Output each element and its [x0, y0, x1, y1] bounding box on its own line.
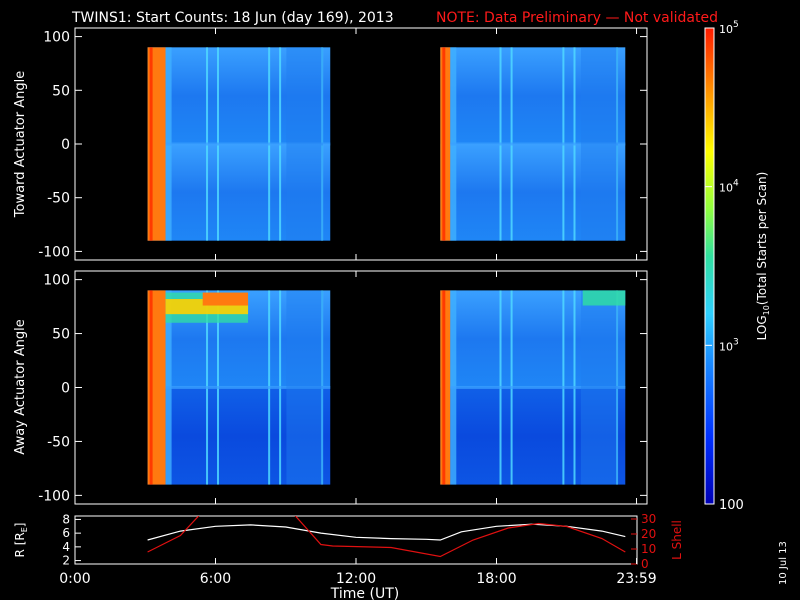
x-tick-label: 0:00: [59, 571, 90, 587]
colorbar: [704, 27, 715, 505]
colorbar-tick-label: 103: [719, 337, 739, 353]
orbit-right-tick-label: 30: [641, 512, 656, 526]
orbit-left-ylabel: R [RE]: [13, 523, 29, 558]
heatmap-block-lower: [440, 144, 626, 241]
colorbar-label-main: LOG: [755, 315, 769, 340]
orbit-right-tick-label: 10: [641, 542, 656, 556]
colorbar-tick-label: 105: [719, 20, 739, 36]
lshell-line: [147, 516, 626, 558]
shaded-region: [286, 47, 323, 241]
heatmap-block-upper: [147, 47, 331, 145]
orbit-left-ylabel-end: ]: [13, 523, 27, 528]
colorbar-tick-exponent: 4: [733, 179, 739, 189]
away-y-axis: 100 50 0 -50 -100: [38, 271, 647, 504]
x-tick-label: 6:00: [200, 571, 231, 587]
y-tick-label: 50: [52, 327, 70, 343]
colorbar-tick-label: 104: [719, 179, 739, 195]
colorbar-label-sub: 10: [762, 305, 771, 315]
orbit-left-ylabel-main: R [R: [13, 532, 27, 557]
orbit-left-tick-label: 4: [62, 540, 70, 554]
colorbar-tick-base: 10: [719, 182, 733, 195]
heatmap-block-lower: [147, 387, 331, 485]
orbit-right-tick-label: 20: [641, 527, 656, 541]
orbit-panel-frame: [74, 515, 638, 565]
colorbar-tick-exponent: 3: [733, 337, 739, 347]
toward-heatmap: [147, 47, 626, 241]
orbit-right-tick-label: 0: [641, 557, 649, 571]
toward-ylabel: Toward Actuator Angle: [13, 71, 28, 218]
orbit-left-tick-label: 6: [62, 526, 70, 540]
high-count-core: [149, 47, 153, 241]
enhanced-band: [582, 290, 626, 306]
colorbar-tick-base: 10: [719, 23, 733, 36]
shaded-region: [286, 290, 323, 485]
data-preliminary-note: NOTE: Data Preliminary — Not validated: [436, 10, 718, 26]
colorbar-tick-label: 100: [719, 498, 744, 513]
shaded-region: [580, 47, 618, 241]
orbit-left-tick-label: 2: [62, 554, 70, 568]
away-heatmap: [147, 290, 626, 485]
side-date: 10 Jul 13: [778, 541, 789, 585]
y-tick-label: 100: [43, 30, 70, 46]
orbit-right-ylabel: L Shell: [670, 520, 684, 560]
zero-angle-band: [165, 386, 331, 389]
toward-y-axis: 100 50 0 -50 -100: [38, 28, 647, 260]
y-tick-label: -50: [47, 191, 70, 207]
colorbar-label-end: (Total Starts per Scan): [755, 172, 769, 306]
enhanced-band-peak: [202, 292, 249, 306]
high-count-core: [442, 290, 446, 485]
high-count-core: [149, 290, 153, 485]
colorbar-tick-base: 100: [719, 498, 744, 513]
orbit-lines: [147, 516, 626, 558]
colorbar-tick-base: 10: [719, 340, 733, 353]
x-tick-label: 23:59: [616, 571, 656, 587]
shaded-region: [580, 290, 618, 485]
x-axis-label: Time (UT): [330, 586, 399, 600]
zero-angle-band: [450, 142, 626, 146]
colorbar-label: LOG10(Total Starts per Scan): [755, 172, 771, 341]
y-tick-label: 100: [43, 273, 70, 289]
y-tick-label: -50: [47, 434, 70, 450]
zero-angle-band: [165, 142, 331, 146]
figure-title: TWINS1: Start Counts: 18 Jun (day 169), …: [71, 10, 394, 26]
orbit-left-tick-label: 8: [62, 512, 70, 526]
heatmap-block-lower: [440, 387, 626, 485]
away-ylabel: Away Actuator Angle: [13, 319, 28, 454]
y-tick-label: -100: [38, 244, 70, 260]
y-tick-label: 50: [52, 83, 70, 99]
y-tick-label: 0: [61, 381, 70, 397]
heatmap-block-upper: [440, 47, 626, 145]
zero-angle-band: [450, 386, 626, 389]
orbit-left-ylabel-sub: E: [20, 527, 29, 532]
heatmap-block-lower: [147, 144, 331, 241]
high-count-core: [442, 47, 446, 241]
x-tick-label: 12:00: [336, 571, 376, 587]
heatmap-block-upper: [440, 290, 626, 388]
colorbar-tick-exponent: 5: [733, 20, 739, 30]
radius-line: [147, 523, 626, 541]
x-tick-label: 18:00: [476, 571, 516, 587]
y-tick-label: -100: [38, 488, 70, 504]
y-tick-label: 0: [61, 137, 70, 153]
